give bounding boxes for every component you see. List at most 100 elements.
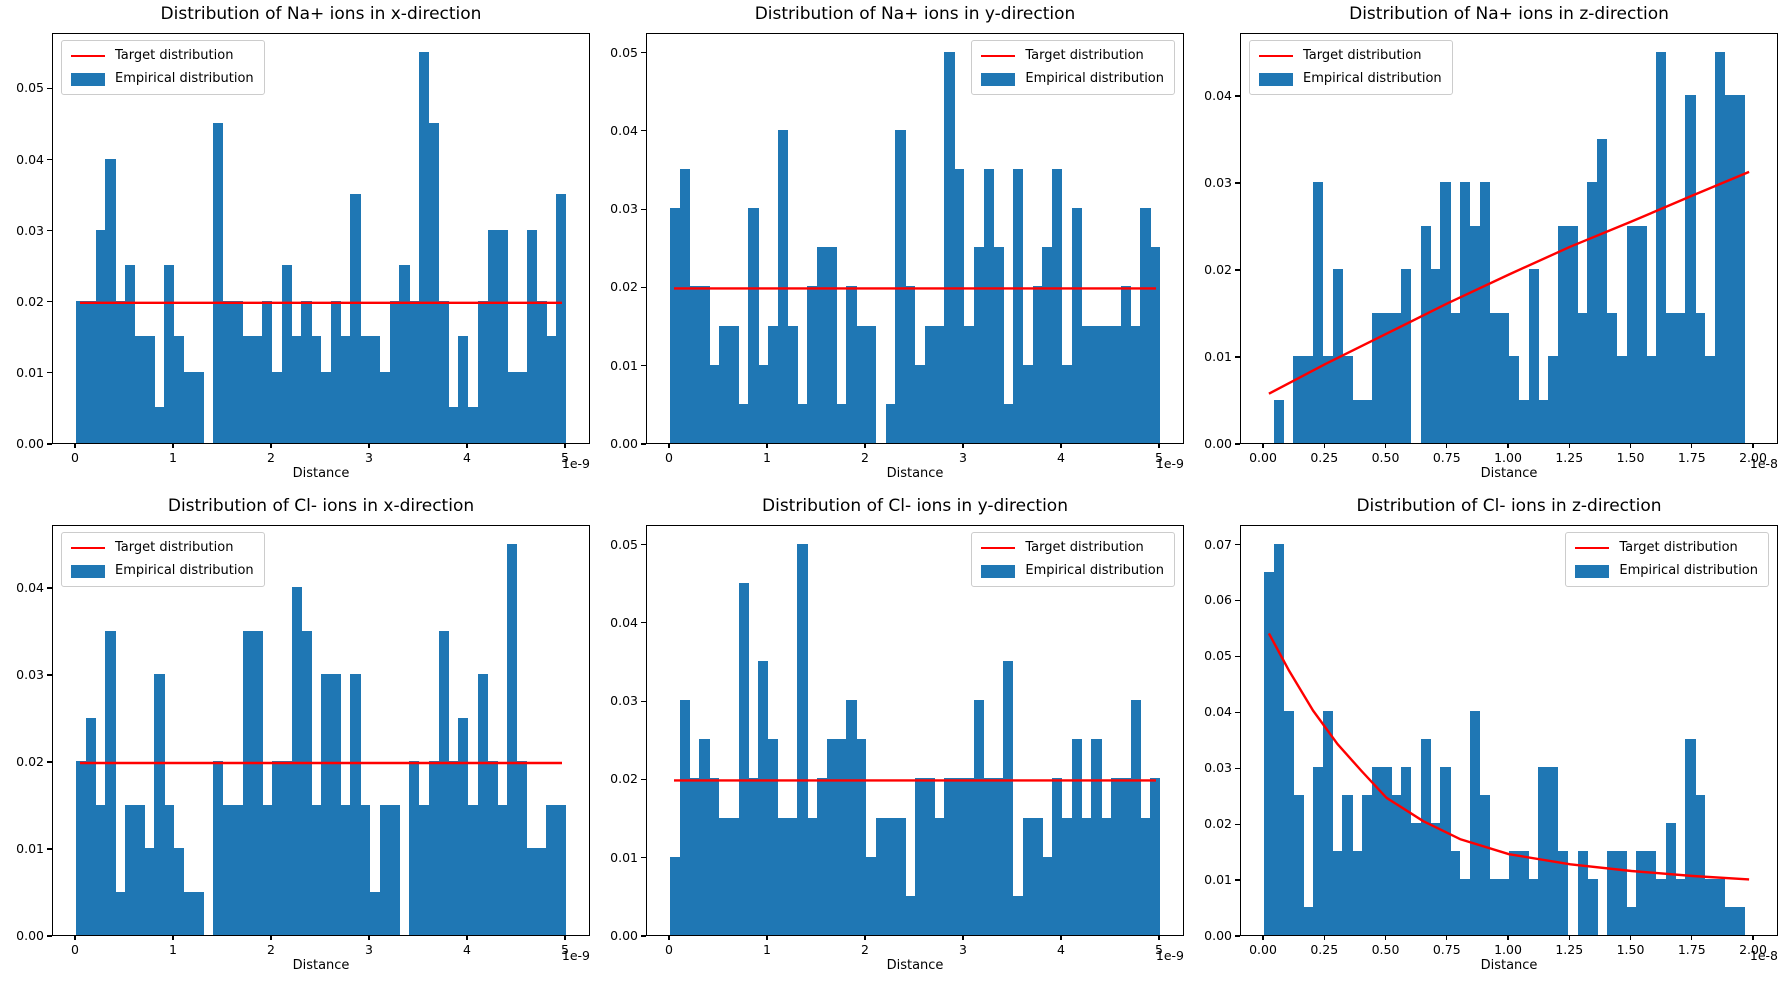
y-tick-label: 0.02 xyxy=(610,279,638,295)
histogram-bar xyxy=(252,630,263,935)
legend-row-empirical: Empirical distribution xyxy=(981,71,1164,87)
x-tick xyxy=(1262,936,1264,940)
histogram-bar xyxy=(944,778,955,935)
histogram-bar xyxy=(1381,312,1392,443)
histogram-bar xyxy=(134,804,145,935)
legend-empirical-label: Empirical distribution xyxy=(1303,71,1442,86)
x-tick xyxy=(1507,444,1509,448)
x-axis-label: Distance xyxy=(1480,466,1538,481)
plot-title: Distribution of Na+ ions in x-direction xyxy=(160,4,482,24)
x-tick xyxy=(172,936,174,940)
histogram-bar xyxy=(1528,269,1539,443)
histogram-bar xyxy=(748,778,759,935)
legend-target-label: Target distribution xyxy=(115,540,234,555)
legend-target-label: Target distribution xyxy=(115,48,234,63)
x-tick-label: 0 xyxy=(71,942,79,957)
histogram-bar xyxy=(1567,225,1578,443)
histogram-bar xyxy=(973,247,984,443)
y-tick xyxy=(1235,543,1240,546)
histogram-bar xyxy=(1293,795,1304,935)
histogram-bar xyxy=(1714,879,1725,935)
histogram-bar xyxy=(321,674,332,935)
histogram-bar xyxy=(1499,312,1510,443)
histogram-bar xyxy=(105,630,116,935)
histogram-bar xyxy=(1401,269,1412,443)
histogram-bar xyxy=(350,194,361,443)
x-tick xyxy=(564,444,566,448)
histogram-bar xyxy=(1626,907,1637,935)
histogram-bar xyxy=(1724,95,1735,443)
legend-row-target: Target distribution xyxy=(1575,540,1758,556)
histogram-bar xyxy=(1362,795,1373,935)
histogram-bar xyxy=(1342,795,1353,935)
histogram-bar xyxy=(1130,700,1141,935)
histogram-bar xyxy=(213,761,224,935)
x-tick-label: 1.50 xyxy=(1616,450,1645,465)
x-offset-label: 1e-8 xyxy=(1749,948,1778,963)
histogram-bar xyxy=(1140,817,1151,935)
histogram-bar xyxy=(1714,51,1725,443)
x-tick-label: 0.00 xyxy=(1249,942,1277,957)
x-tick-label: 1 xyxy=(763,450,771,465)
histogram-bar xyxy=(85,300,96,443)
histogram-bar xyxy=(1607,851,1618,935)
histogram-bar xyxy=(76,761,87,935)
histogram-bar xyxy=(536,848,547,935)
histogram-bar xyxy=(311,336,322,443)
histogram-bar xyxy=(95,804,106,935)
histogram-bar xyxy=(1264,571,1275,935)
legend-empirical-label: Empirical distribution xyxy=(1025,71,1164,86)
histogram-bar xyxy=(477,300,488,443)
histogram-bar xyxy=(389,804,400,935)
histogram-bar xyxy=(1052,169,1063,443)
y-tick-label: 0.04 xyxy=(16,151,44,167)
x-tick xyxy=(1507,936,1509,940)
histogram-bar xyxy=(1636,225,1647,443)
y-tick-label: 0.04 xyxy=(16,580,44,596)
histogram-bar xyxy=(1111,325,1122,443)
histogram-bar xyxy=(134,336,145,443)
histogram-bar xyxy=(1509,356,1520,443)
histogram-bar xyxy=(1062,817,1073,935)
histogram-bar xyxy=(497,804,508,935)
histogram-bar xyxy=(517,371,528,443)
x-tick xyxy=(1158,936,1160,940)
histogram-bar xyxy=(1052,778,1063,935)
x-tick xyxy=(466,936,468,940)
empirical-swatch-icon xyxy=(1575,564,1610,578)
x-tick xyxy=(1060,936,1062,940)
x-tick xyxy=(1568,444,1570,448)
histogram-bar xyxy=(1332,269,1343,443)
histogram-bar xyxy=(1607,312,1618,443)
legend-row-target: Target distribution xyxy=(981,48,1164,64)
legend: Target distribution Empirical distributio… xyxy=(971,532,1175,587)
y-tick-label: 0.00 xyxy=(610,436,638,451)
histogram-bar xyxy=(360,336,371,443)
y-tick-label: 0.01 xyxy=(610,849,638,865)
x-tick-label: 0 xyxy=(71,450,79,465)
histogram-bar xyxy=(399,265,410,443)
histogram-bar xyxy=(1616,851,1627,935)
histogram-bar xyxy=(321,371,332,443)
histogram-bar xyxy=(817,247,828,443)
histogram-bar xyxy=(497,229,508,443)
histogram-bar xyxy=(1013,895,1024,935)
target-line-icon xyxy=(1575,546,1610,550)
y-tick xyxy=(641,51,646,54)
x-offset-label: 1e-9 xyxy=(561,456,590,471)
histogram-bar xyxy=(934,817,945,935)
histogram-bar xyxy=(1469,711,1480,935)
x-tick-label: 0 xyxy=(665,450,673,465)
histogram-bar xyxy=(1003,403,1014,443)
histogram-bar xyxy=(1587,879,1598,935)
histogram-bar xyxy=(1616,356,1627,443)
histogram-bar xyxy=(1022,364,1033,443)
x-tick xyxy=(1446,936,1448,940)
target-line-icon xyxy=(981,546,1016,550)
legend-row-empirical: Empirical distribution xyxy=(1575,563,1758,579)
histogram-bar xyxy=(1685,739,1696,935)
legend-empirical-label: Empirical distribution xyxy=(115,563,254,578)
x-tick-label: 3 xyxy=(959,450,967,465)
legend: Target distribution Empirical distributio… xyxy=(1565,532,1769,587)
histogram-bar xyxy=(836,403,847,443)
